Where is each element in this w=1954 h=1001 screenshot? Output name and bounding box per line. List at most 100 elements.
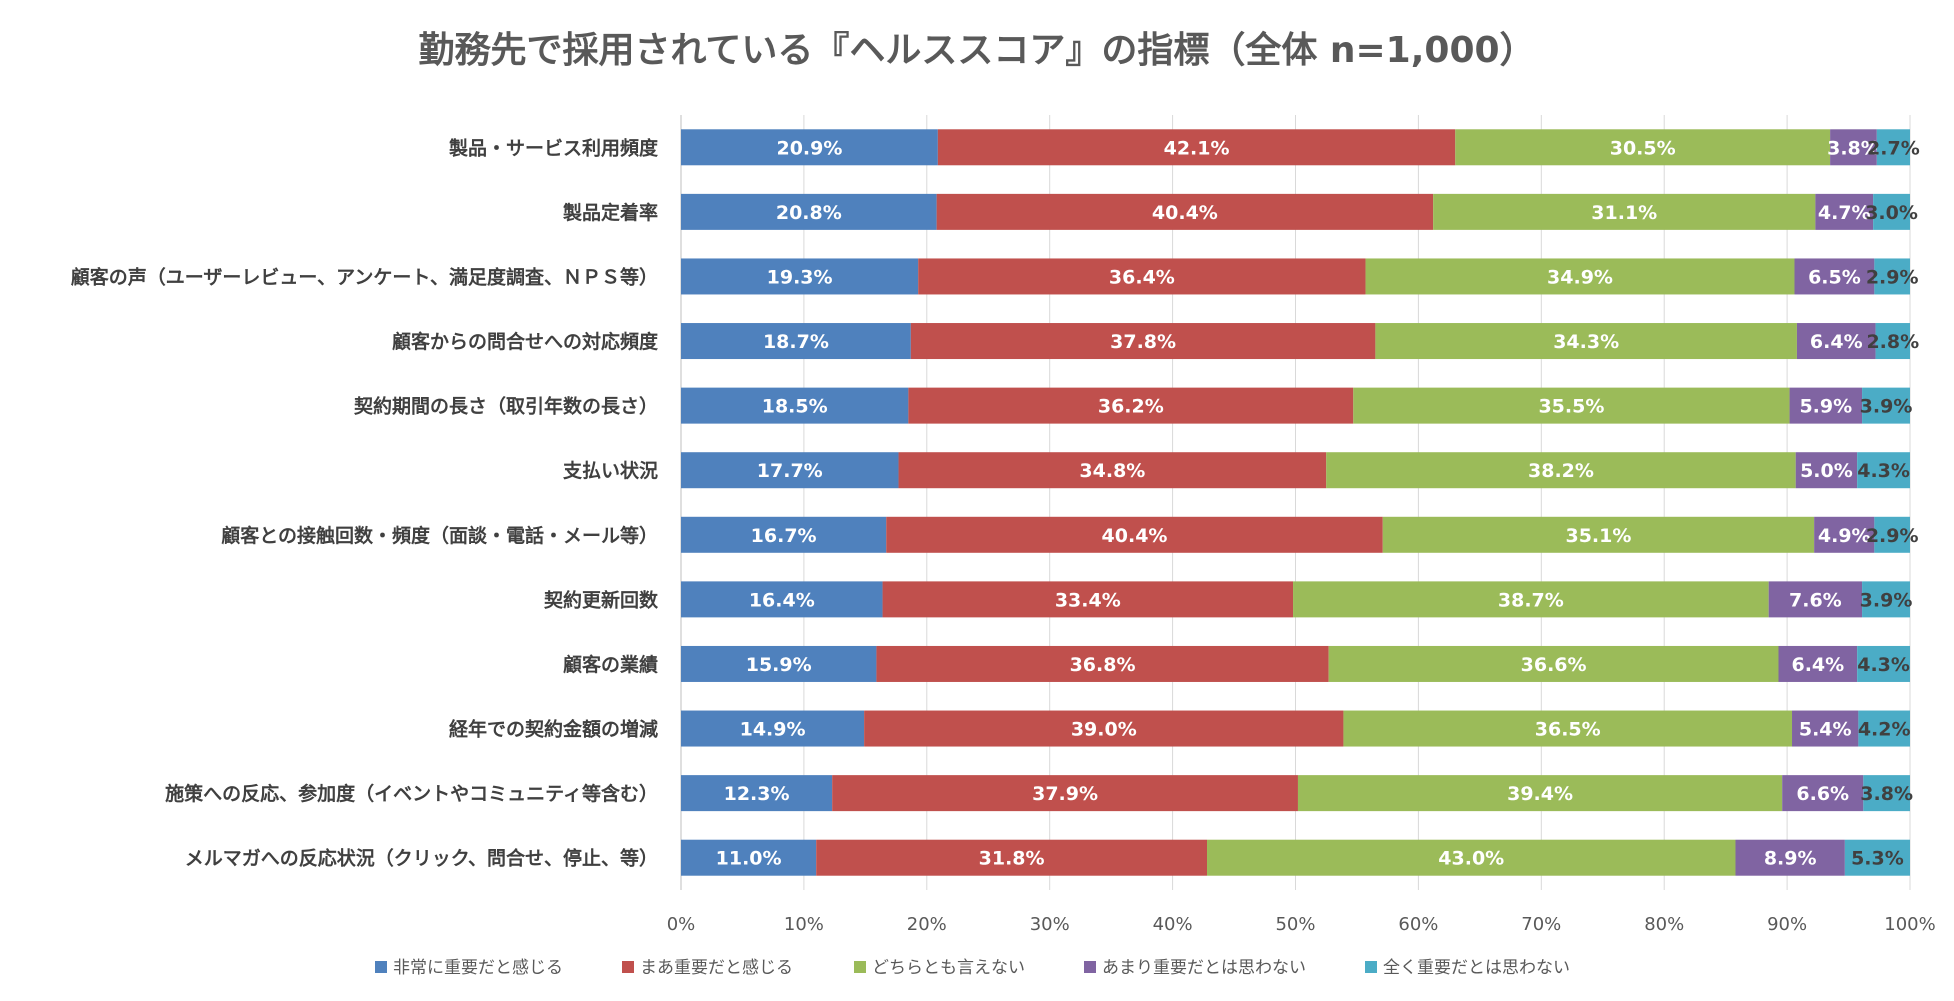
category-label: 契約期間の長さ（取引年数の長さ）: [353, 395, 658, 418]
legend-swatch: [622, 961, 634, 973]
data-label: 36.8%: [1070, 654, 1136, 676]
data-label: 34.9%: [1547, 266, 1613, 288]
bar-segment: [1328, 645, 1779, 682]
category-label: 支払い状況: [562, 459, 658, 482]
bar-segment: [1814, 516, 1875, 553]
bar-segment: [864, 710, 1344, 747]
bar-segment: [908, 387, 1354, 424]
data-label: 40.4%: [1152, 202, 1218, 224]
legend-item-label: どちらとも言えない: [872, 958, 1025, 978]
bar-segment: [681, 775, 833, 812]
legend-swatch: [375, 961, 387, 973]
data-label: 4.9%: [1818, 525, 1871, 547]
bar-segment: [1792, 710, 1859, 747]
category-label: 顧客の業績: [563, 653, 658, 676]
bar-segment: [1844, 839, 1910, 876]
data-label: 5.3%: [1851, 848, 1904, 870]
bar-segment: [1433, 193, 1816, 230]
data-label: 38.2%: [1528, 460, 1594, 482]
data-label: 34.8%: [1079, 460, 1145, 482]
data-label: 3.9%: [1860, 589, 1913, 611]
data-label: 17.7%: [757, 460, 823, 482]
data-label: 5.4%: [1799, 719, 1852, 741]
bar-segment: [1782, 775, 1864, 812]
bar-segment: [1794, 258, 1875, 295]
bar-segment: [681, 645, 877, 682]
x-tick-label: 10%: [784, 914, 824, 935]
data-label: 35.1%: [1565, 525, 1631, 547]
bar-segment: [1874, 258, 1910, 295]
legend-item-label: 非常に重要だと感じる: [393, 958, 563, 978]
bar-segment: [1365, 258, 1795, 295]
bar-segment: [1789, 387, 1863, 424]
bar-segment: [681, 193, 937, 230]
bar-segment: [681, 387, 909, 424]
x-tick-label: 30%: [1030, 914, 1070, 935]
bar-segment: [876, 645, 1329, 682]
data-label: 42.1%: [1164, 137, 1230, 159]
x-tick-label: 20%: [907, 914, 947, 935]
legend: 非常に重要だと感じる まあ重要だと感じる どちらとも言えない あまり重要だとは思わない…: [375, 958, 1570, 978]
x-tick-label: 50%: [1275, 914, 1315, 935]
data-label: 3.8%: [1860, 783, 1913, 805]
data-label: 11.0%: [716, 848, 782, 870]
bar-segment: [1353, 387, 1790, 424]
bar-segment: [1873, 193, 1910, 230]
data-label: 36.5%: [1535, 719, 1601, 741]
bar-segment: [910, 323, 1376, 360]
bar-segment: [681, 710, 865, 747]
data-label: 3.8%: [1827, 137, 1880, 159]
bar-segment: [1326, 452, 1796, 489]
bar-segment: [681, 839, 817, 876]
data-label: 36.6%: [1521, 654, 1587, 676]
data-label: 36.2%: [1098, 396, 1164, 418]
data-label: 3.9%: [1860, 396, 1913, 418]
data-label: 33.4%: [1055, 589, 1121, 611]
bar-segment: [1297, 775, 1783, 812]
data-label: 31.8%: [979, 848, 1045, 870]
data-label: 16.7%: [751, 525, 817, 547]
bar-segment: [681, 129, 938, 166]
data-label: 3.0%: [1865, 202, 1918, 224]
bar-segment: [1862, 387, 1910, 424]
bar-segment: [681, 452, 899, 489]
data-label: 6.4%: [1791, 654, 1844, 676]
bar-segment: [1830, 129, 1877, 166]
category-label: 顧客からの問合せへの対応頻度: [392, 330, 659, 353]
data-label: 6.6%: [1796, 783, 1849, 805]
legend-item-label: 全く重要だとは思わない: [1383, 958, 1570, 978]
data-label: 8.9%: [1764, 848, 1817, 870]
bar-segment: [1778, 645, 1858, 682]
data-label: 19.3%: [767, 266, 833, 288]
data-label: 2.8%: [1866, 331, 1919, 353]
bar-segment: [898, 452, 1327, 489]
bar-segment: [1874, 516, 1910, 553]
data-label: 20.8%: [776, 202, 842, 224]
category-label: 経年での契約金額の増減: [449, 718, 658, 741]
data-label: 5.0%: [1800, 460, 1853, 482]
data-label: 16.4%: [749, 589, 815, 611]
data-label: 18.5%: [762, 396, 828, 418]
data-label: 2.7%: [1867, 137, 1920, 159]
legend-swatch: [1084, 961, 1096, 973]
data-label: 18.7%: [763, 331, 829, 353]
data-label: 2.9%: [1866, 525, 1919, 547]
bar-segment: [918, 258, 1366, 295]
x-tick-label: 40%: [1153, 914, 1193, 935]
x-tick-label: 0%: [667, 914, 696, 935]
category-labels: 製品・サービス利用頻度製品定着率顧客の声（ユーザーレビュー、アンケート、満足度調…: [71, 136, 659, 869]
data-label: 2.9%: [1866, 266, 1919, 288]
data-label: 39.4%: [1507, 783, 1573, 805]
bar-segment: [681, 581, 883, 618]
bar-segment: [1207, 839, 1736, 876]
legend-item-label: あまり重要だとは思わない: [1102, 958, 1306, 978]
data-label: 4.3%: [1857, 460, 1910, 482]
bar-segment: [681, 323, 911, 360]
data-label: 6.5%: [1808, 266, 1861, 288]
data-label: 4.2%: [1858, 719, 1911, 741]
bar-segment: [1375, 323, 1797, 360]
x-axis-ticks: 0% 10% 20% 30% 40% 50% 60% 70% 80% 90% 100%: [667, 914, 1936, 935]
category-label: 製品・サービス利用頻度: [448, 136, 659, 159]
category-label: 顧客の声（ユーザーレビュー、アンケート、満足度調査、ＮＰＳ等）: [71, 265, 658, 288]
data-label: 37.9%: [1032, 783, 1098, 805]
